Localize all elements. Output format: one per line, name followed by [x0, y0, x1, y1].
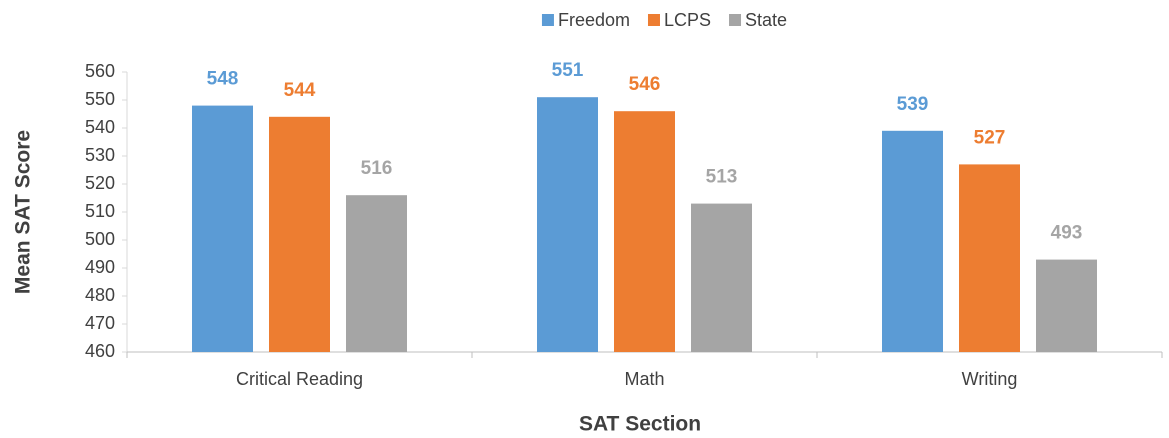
- data-label: 551: [552, 60, 584, 81]
- data-label: 546: [629, 74, 661, 95]
- bar: [1036, 259, 1097, 352]
- bar: [192, 105, 253, 352]
- legend-label: State: [745, 10, 787, 30]
- y-tick-label: 490: [85, 257, 115, 277]
- bar: [269, 116, 330, 352]
- x-tick-label: Critical Reading: [236, 369, 363, 389]
- data-label: 544: [284, 80, 316, 101]
- y-tick-label: 550: [85, 89, 115, 109]
- data-label: 516: [361, 158, 393, 179]
- x-tick-label: Math: [624, 369, 664, 389]
- data-label: 539: [897, 94, 929, 115]
- legend-swatch: [729, 14, 742, 26]
- legend-label: Freedom: [558, 10, 630, 30]
- data-label: 493: [1051, 223, 1083, 244]
- x-tick-label: Writing: [962, 369, 1018, 389]
- legend-label: LCPS: [664, 10, 711, 30]
- bar: [882, 130, 943, 352]
- y-tick-label: 540: [85, 117, 115, 137]
- y-axis-title: Mean SAT Score: [12, 130, 35, 294]
- legend-swatch: [647, 14, 660, 26]
- y-tick-label: 510: [85, 201, 115, 221]
- data-label: 527: [974, 127, 1006, 148]
- y-tick-label: 560: [85, 61, 115, 81]
- y-tick-label: 460: [85, 341, 115, 361]
- x-axis-title: SAT Section: [579, 413, 701, 436]
- bar: [691, 203, 752, 352]
- data-label: 513: [706, 167, 738, 188]
- bar: [346, 195, 407, 352]
- y-tick-label: 480: [85, 285, 115, 305]
- bar: [959, 164, 1020, 352]
- y-tick-label: 520: [85, 173, 115, 193]
- bar: [614, 111, 675, 352]
- y-tick-label: 500: [85, 229, 115, 249]
- data-label: 548: [207, 69, 239, 90]
- legend-swatch: [541, 14, 554, 26]
- y-tick-label: 530: [85, 145, 115, 165]
- y-tick-label: 470: [85, 313, 115, 333]
- bar: [537, 97, 598, 352]
